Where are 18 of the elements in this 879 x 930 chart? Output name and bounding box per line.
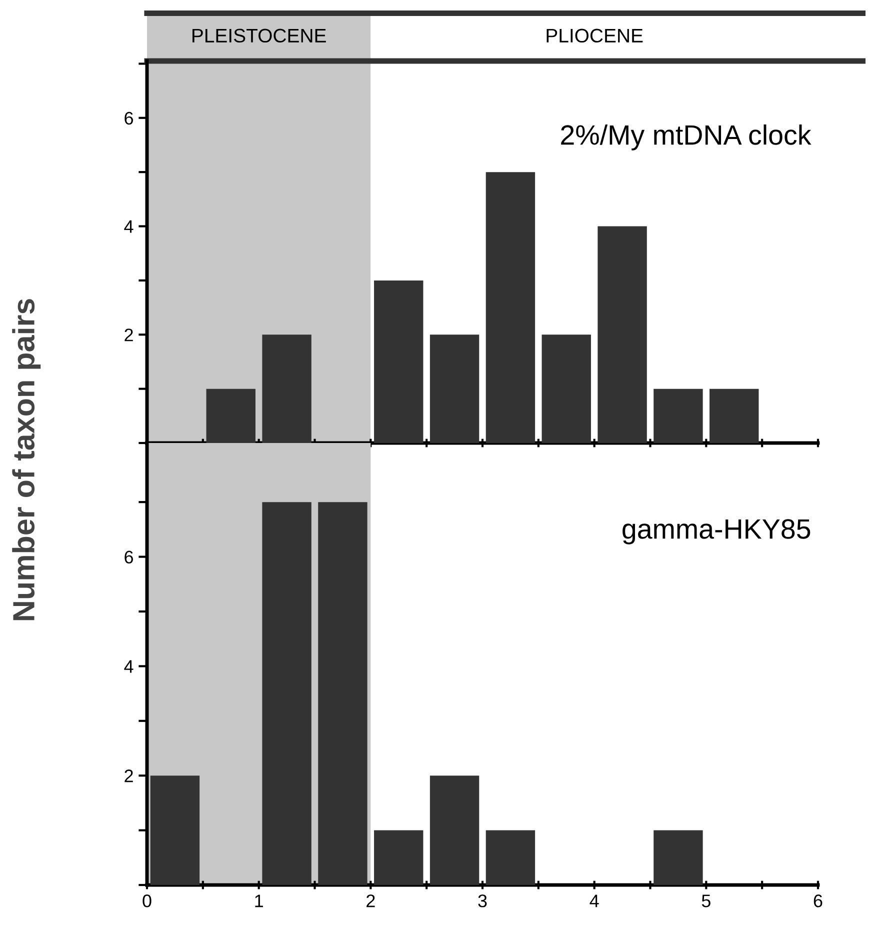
band-label: PLEISTOCENE bbox=[192, 28, 326, 43]
x-tick-label: 0 bbox=[142, 894, 152, 908]
annotation: 2%/My mtDNA clock bbox=[561, 124, 812, 150]
x-tick-label: 5 bbox=[702, 894, 710, 908]
y-tick-label: 4 bbox=[124, 220, 134, 233]
y-tick-label: 6 bbox=[124, 112, 134, 125]
x-tick-label: 1 bbox=[255, 894, 263, 908]
annotation: gamma-HKY85 bbox=[622, 519, 810, 544]
x-tick-label: 4 bbox=[590, 894, 599, 908]
y-tick-label: 2 bbox=[124, 328, 133, 342]
y-tick-label: 6 bbox=[124, 550, 134, 564]
band-label: PLIOCENE bbox=[546, 28, 643, 43]
x-tick-label: 3 bbox=[478, 894, 487, 908]
y-axis-title: Number of taxon pairs bbox=[12, 299, 41, 620]
y-tick-label: 4 bbox=[124, 660, 134, 673]
y-tick-label: 2 bbox=[124, 770, 133, 782]
x-tick-label: 2 bbox=[366, 894, 375, 908]
x-tick-label: 6 bbox=[814, 894, 822, 908]
